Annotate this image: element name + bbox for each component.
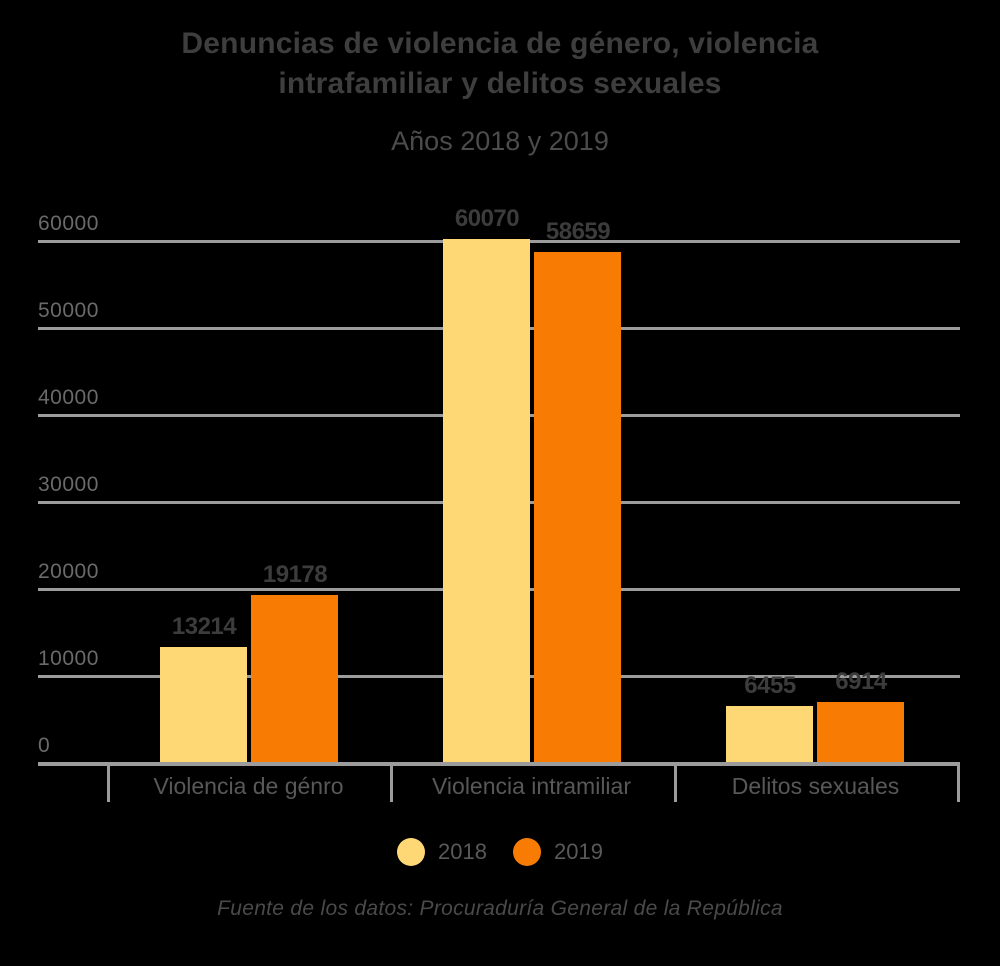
chart-title: Denuncias de violencia de género, violen… [181,27,819,100]
bar-2019-group1 [251,595,338,764]
category-label: Violencia de génro [153,773,344,799]
value-label: 6914 [835,668,887,695]
legend: 2018 2019 [0,838,1000,866]
bar-2018-group1 [160,647,247,764]
category-label: Violencia intramiliar [432,773,631,799]
legend-item-2019: 2019 [513,838,603,866]
y-axis-tick-label: 20000 [38,560,99,583]
value-label: 6455 [744,672,796,699]
x-axis-tick [390,762,393,802]
y-axis-tick-label: 30000 [38,473,99,496]
x-axis-line [38,762,960,766]
bar-2018-group3 [726,706,813,764]
chart-subtitle: Años 2018 y 2019 [391,126,609,156]
y-axis-tick-label: 50000 [38,299,99,322]
x-axis-tick [957,762,960,802]
bar-2018-group2 [443,239,530,764]
x-axis-tick [107,762,110,802]
y-axis-tick-label: 10000 [38,647,99,670]
value-label: 13214 [171,613,237,640]
legend-label: 2019 [554,839,603,864]
category-label: Delitos sexuales [731,773,900,799]
value-label: 19178 [262,561,328,588]
legend-item-2018: 2018 [397,838,487,866]
source-note: Fuente de los datos: Procuraduría Genera… [217,897,783,920]
y-axis-tick-label: 40000 [38,386,99,409]
value-label: 60070 [454,205,520,232]
bar-2019-group2 [534,252,621,764]
legend-label: 2018 [438,839,487,864]
y-axis-tick-label: 0 [38,734,51,757]
bar-2019-group3 [817,702,904,764]
legend-swatch-icon [397,838,426,866]
value-label: 58659 [545,218,611,245]
legend-swatch-icon [513,838,541,866]
x-axis-tick [674,762,677,802]
y-axis-tick-label: 60000 [38,212,99,235]
